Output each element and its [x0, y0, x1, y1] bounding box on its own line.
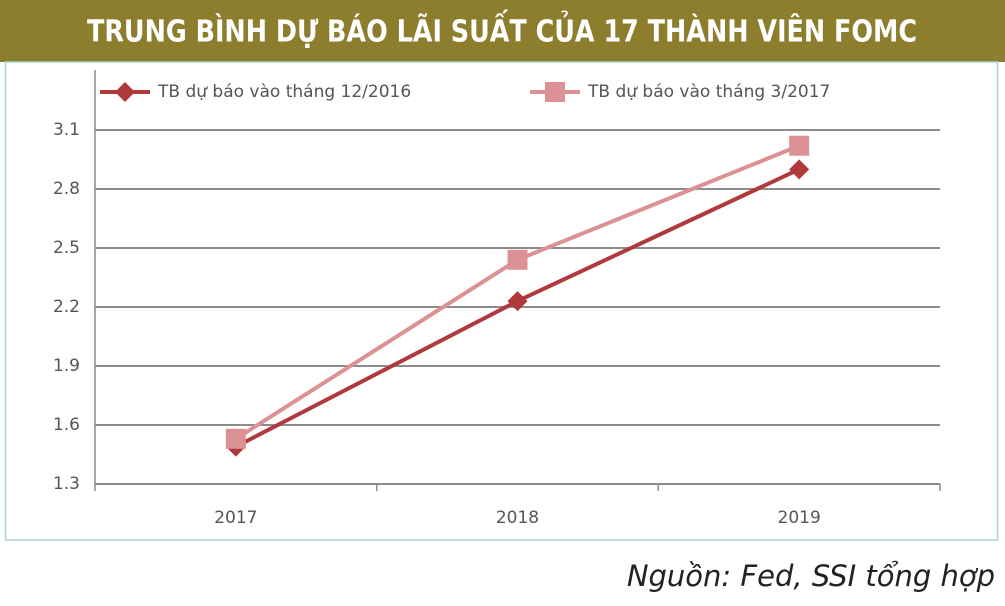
legend-marker [115, 82, 135, 102]
y-tick-label: 2.5 [53, 238, 80, 258]
y-tick-label: 2.8 [53, 179, 80, 199]
y-tick-label: 1.9 [53, 356, 80, 376]
legend-marker [545, 82, 565, 102]
source-note: Nguồn: Fed, SSI tổng hợp [627, 559, 995, 593]
data-point [789, 135, 810, 156]
data-point [225, 428, 246, 449]
chart-title: TRUNG BÌNH DỰ BÁO LÃI SUẤT CỦA 17 THÀNH … [87, 9, 917, 50]
y-tick-label: 1.6 [53, 415, 80, 435]
legend-label: TB dự báo vào tháng 12/2016 [157, 82, 411, 102]
title-banner [0, 0, 1005, 62]
x-tick-label: 2018 [496, 508, 539, 528]
chart-frame [4, 61, 999, 541]
legend-label: TB dự báo vào tháng 3/2017 [587, 82, 830, 102]
data-point [507, 249, 528, 270]
data-point [789, 159, 810, 180]
x-tick-label: 2017 [214, 508, 257, 528]
y-tick-label: 1.3 [53, 474, 80, 494]
x-tick-label: 2019 [778, 508, 821, 528]
data-point [507, 291, 528, 312]
y-tick-label: 2.2 [53, 297, 80, 317]
y-tick-label: 3.1 [53, 120, 80, 140]
